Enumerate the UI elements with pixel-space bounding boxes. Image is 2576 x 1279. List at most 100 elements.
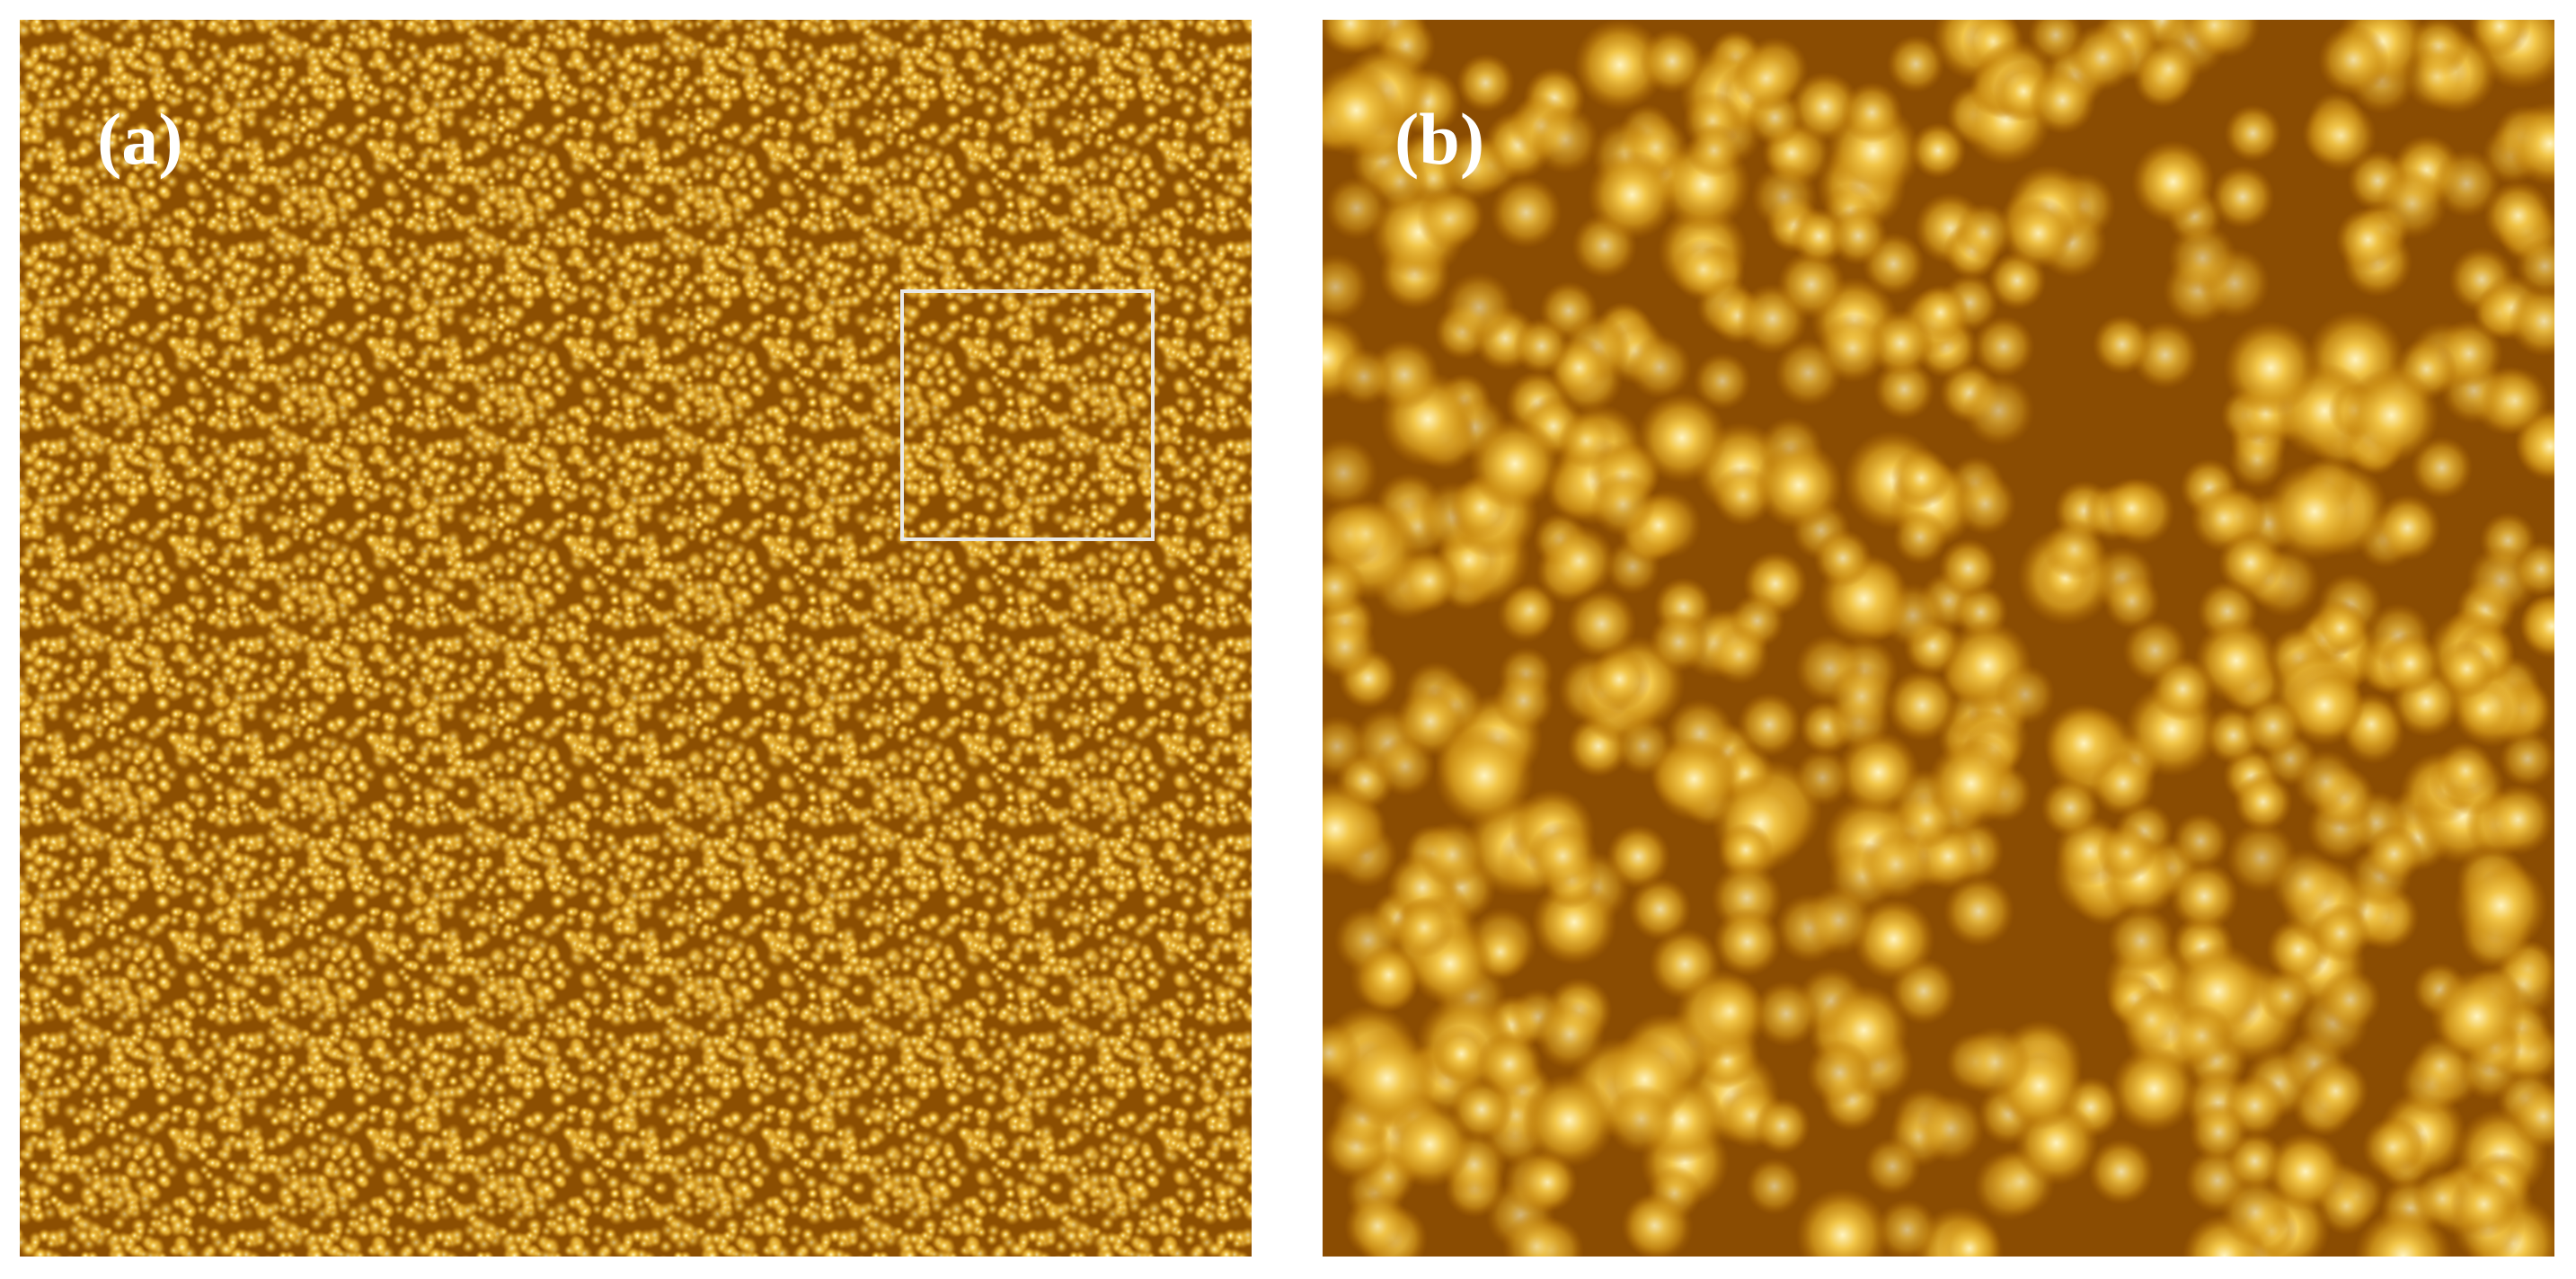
- particle: [2432, 149, 2501, 218]
- particle: [2119, 987, 2184, 1053]
- particle: [1818, 314, 1888, 383]
- particle: [1566, 589, 1637, 660]
- particle: [1324, 176, 1388, 240]
- particle: [1837, 731, 1920, 814]
- particle: [1503, 582, 1558, 637]
- particle: [1873, 359, 1935, 421]
- panel-label: (a): [97, 98, 183, 180]
- particle: [1323, 438, 1378, 508]
- particle: [2430, 970, 2524, 1063]
- particle: [1863, 1137, 1922, 1195]
- particle: [2314, 601, 2368, 655]
- particle: [1513, 317, 1570, 375]
- particle: [1476, 1030, 1543, 1097]
- particle: [1443, 271, 1515, 343]
- particle: [1375, 736, 1436, 796]
- particle: [2043, 519, 2106, 581]
- particle: [2092, 315, 2152, 375]
- particle: [2317, 24, 2389, 96]
- particle: [1754, 1097, 1810, 1154]
- particle: [1828, 206, 1888, 265]
- particle: [2509, 285, 2554, 357]
- particle: [1323, 64, 1403, 157]
- particle: [2172, 812, 2229, 870]
- particle: [1434, 725, 1535, 826]
- particle: [2169, 861, 2239, 931]
- particle: [2454, 858, 2548, 953]
- particle: [1371, 153, 1430, 210]
- particle: [1671, 237, 1735, 301]
- particles: [1323, 20, 2554, 1257]
- particle: [1732, 45, 1800, 112]
- particle: [1323, 555, 1366, 618]
- particle: [1588, 647, 1651, 711]
- particle: [1518, 1152, 1578, 1212]
- particle: [2003, 197, 2075, 270]
- particle: [1432, 1025, 1491, 1083]
- particle: [2516, 237, 2554, 296]
- particle: [1359, 945, 1419, 1005]
- particle: [2411, 436, 2474, 499]
- particle: [1386, 1101, 1474, 1188]
- particle: [2233, 772, 2293, 831]
- particle: [2220, 1177, 2291, 1248]
- particle: [2319, 968, 2381, 1031]
- panel-label: (b): [1394, 98, 1484, 180]
- particle: [1828, 663, 1895, 730]
- particle: [1938, 1217, 2001, 1257]
- particle: [1535, 999, 1606, 1070]
- particle: [2303, 1058, 2369, 1124]
- particle: [2483, 784, 2554, 856]
- particle: [1649, 611, 1709, 672]
- particle: [2335, 207, 2401, 272]
- particle: [2189, 1102, 2249, 1162]
- particle: [1841, 82, 1903, 144]
- particle: [1527, 821, 1598, 892]
- particle: [1590, 472, 1656, 537]
- particle: [2403, 43, 2471, 111]
- particle: [1335, 348, 1393, 405]
- particle: [1938, 538, 1999, 599]
- particle: [2374, 494, 2441, 561]
- particle: [1492, 670, 1554, 732]
- particle: [1640, 29, 1705, 93]
- particle: [1719, 822, 1774, 877]
- particle: [1399, 550, 1460, 611]
- particle: [2265, 462, 2364, 561]
- particle: [2362, 1116, 2423, 1178]
- particle: [2217, 529, 2284, 596]
- particle: [2294, 750, 2359, 814]
- particle: [1323, 253, 1369, 321]
- particle: [2516, 412, 2554, 482]
- particle: [1628, 877, 1692, 941]
- particle: [2194, 618, 2279, 703]
- particle: [1490, 176, 1562, 249]
- particle: [2167, 223, 2238, 293]
- particle: [2519, 594, 2554, 659]
- particle: [1543, 525, 1616, 597]
- zoom-box: [900, 289, 1155, 541]
- particle: [2483, 181, 2554, 251]
- particle: [2183, 20, 2245, 56]
- particle: [1344, 1193, 1411, 1257]
- particle: [2258, 968, 2314, 1024]
- particle: [1456, 53, 1515, 112]
- particle: [1686, 123, 1742, 178]
- particle: [1636, 393, 1727, 483]
- particle: [2210, 164, 2275, 229]
- particle: [1331, 498, 1402, 569]
- particle: [2343, 368, 2439, 463]
- particle: [1531, 105, 1599, 174]
- particle: [1943, 875, 2014, 947]
- particle: [1793, 749, 1852, 806]
- particle: [1713, 907, 1783, 977]
- particle: [1627, 335, 1692, 399]
- particle: [1468, 417, 1562, 511]
- particle: [2223, 320, 2318, 415]
- panel-a: (a): [20, 20, 1252, 1257]
- particle: [2513, 541, 2554, 597]
- particle: [1323, 20, 1383, 56]
- particle: [1737, 692, 1801, 757]
